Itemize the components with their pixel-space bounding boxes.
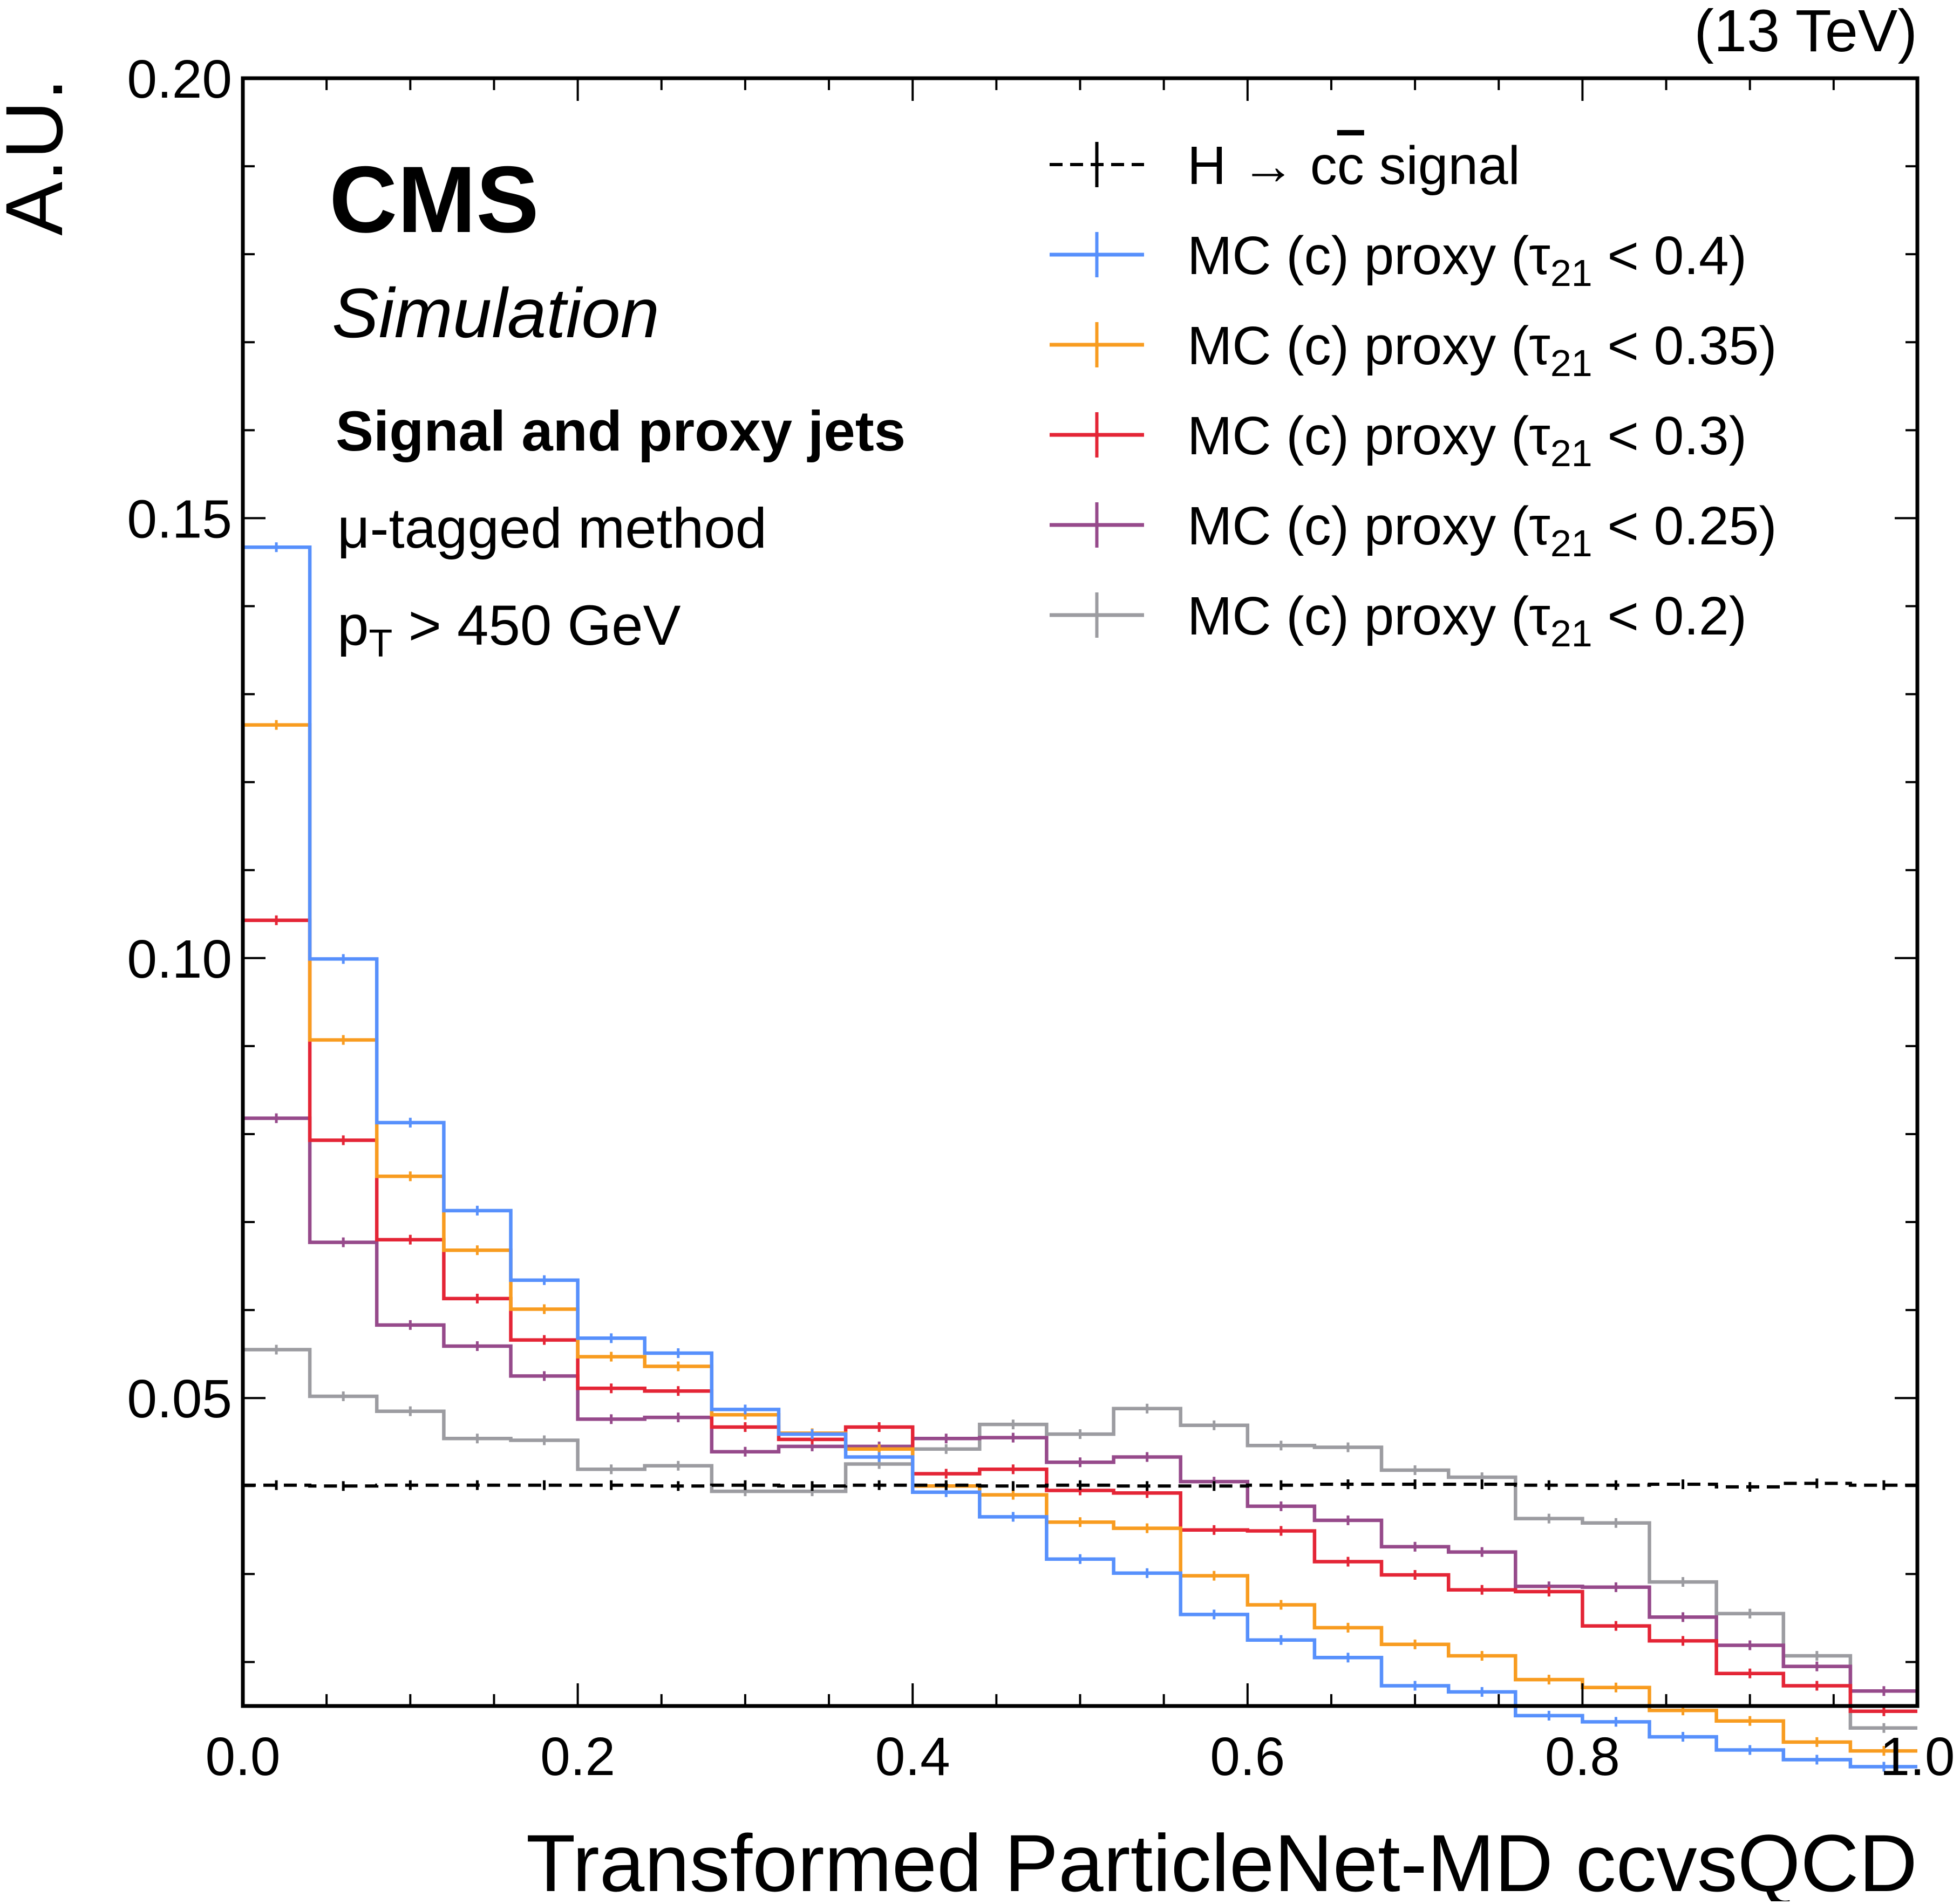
legend-label-2-rest: < 0.35) [1592, 316, 1777, 376]
series-4-step-line [243, 1116, 1917, 1693]
legend-label-2: MC (c) proxy (τ21 < 0.35) [1187, 316, 1777, 384]
series-5 [243, 1345, 1917, 1733]
legend-label-4-sub: 21 [1550, 522, 1592, 564]
legend-label-2-main: MC (c) proxy (τ [1187, 316, 1550, 376]
series-0 [243, 1478, 1917, 1492]
pt-cut-main: p [337, 594, 369, 657]
legend-label-5: MC (c) proxy (τ21 < 0.2) [1187, 586, 1747, 654]
series-2-step-line [243, 723, 1917, 1753]
series-5-step-line [243, 1348, 1917, 1730]
legend-label-1: MC (c) proxy (τ21 < 0.4) [1187, 226, 1747, 294]
legend-entry-2: MC (c) proxy (τ21 < 0.35) [1050, 316, 1777, 384]
y-tick-label-0: 0.05 [127, 1369, 232, 1429]
legend-label-1-rest: < 0.4) [1592, 226, 1747, 286]
x-tick-label-1: 0.2 [540, 1726, 615, 1787]
pt-cut-rest: > 450 GeV [392, 594, 680, 657]
legend-label-5-rest: < 0.2) [1592, 586, 1747, 646]
legend-label-3-main: MC (c) proxy (τ [1187, 406, 1550, 466]
cms-label: CMS [329, 147, 539, 252]
y-axis-title: A.U. [0, 78, 79, 236]
legend-label-0-main: H → c [1187, 135, 1337, 196]
plot-frame-layer [241, 76, 1920, 1708]
legend-label-4-rest: < 0.25) [1592, 496, 1777, 556]
legend-entry-3: MC (c) proxy (τ21 < 0.3) [1050, 406, 1747, 474]
legend-entry-4: MC (c) proxy (τ21 < 0.25) [1050, 496, 1777, 564]
x-tick-label-5: 1.0 [1880, 1726, 1955, 1787]
x-tick-label-4: 0.8 [1545, 1726, 1620, 1787]
legend-label-5-main: MC (c) proxy (τ [1187, 586, 1550, 646]
y-tick-label-2: 0.15 [127, 489, 232, 549]
legend-label-3: MC (c) proxy (τ21 < 0.3) [1187, 406, 1747, 474]
y-tick-label-3: 0.20 [127, 49, 232, 110]
legend-label-0-rest: signal [1364, 135, 1520, 196]
series-3 [243, 915, 1917, 1716]
legend-entry-0: H → cc signal [1050, 135, 1520, 196]
series-4 [243, 1113, 1917, 1696]
series-3-step-line [243, 918, 1917, 1714]
x-tick-label-3: 0.6 [1210, 1726, 1285, 1787]
legend-label-0-overline: c [1337, 135, 1364, 196]
simulation-label: Simulation [332, 274, 659, 352]
legend-label-2-sub: 21 [1550, 342, 1592, 384]
legend-label-3-sub: 21 [1550, 432, 1592, 474]
energy-label: (13 TeV) [1694, 0, 1917, 64]
pt-cut-label: pT > 450 GeV [337, 594, 681, 665]
x-axis-title: Transformed ParticleNet-MD ccvsQCD [526, 1818, 1917, 1901]
series-2 [243, 720, 1917, 1756]
plot-data-layer [243, 542, 1917, 1772]
x-tick-label-0: 0.0 [205, 1726, 280, 1787]
series-1 [243, 542, 1917, 1772]
legend-label-1-sub: 21 [1550, 252, 1592, 294]
legend-entry-1: MC (c) proxy (τ21 < 0.4) [1050, 226, 1747, 294]
legend-label-4: MC (c) proxy (τ21 < 0.25) [1187, 496, 1777, 564]
legend-label-1-main: MC (c) proxy (τ [1187, 226, 1550, 286]
annotation-0: Signal and proxy jets [336, 400, 906, 463]
x-tick-label-2: 0.4 [875, 1726, 950, 1787]
legend-label-5-sub: 21 [1550, 612, 1592, 654]
annotation-1: μ-tagged method [337, 497, 767, 560]
legend-entry-5: MC (c) proxy (τ21 < 0.2) [1050, 586, 1747, 654]
legend-label-0: H → cc signal [1187, 135, 1520, 196]
legend-label-3-rest: < 0.3) [1592, 406, 1747, 466]
pt-cut-sub: T [369, 622, 392, 665]
legend-label-4-main: MC (c) proxy (τ [1187, 496, 1550, 556]
series-1-step-line [243, 545, 1917, 1769]
y-tick-label-1: 0.10 [127, 929, 232, 989]
